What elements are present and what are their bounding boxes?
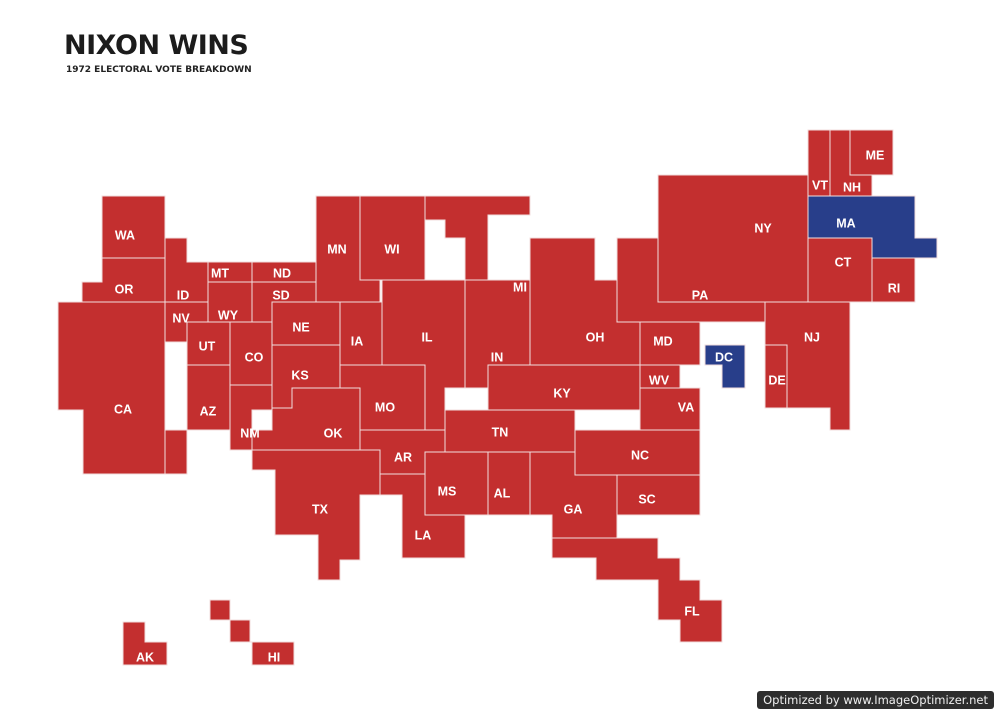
state-sc — [616, 474, 701, 516]
state-label-vt: VT — [812, 178, 828, 192]
state-label-md: MD — [653, 334, 672, 348]
state-label-ri: RI — [888, 281, 901, 295]
state-label-co: CO — [245, 350, 264, 364]
state-hi — [209, 599, 295, 666]
state-label-ne: NE — [292, 320, 309, 334]
state-ct — [807, 237, 873, 303]
state-label-ks: KS — [291, 368, 308, 382]
state-label-az: AZ — [200, 404, 217, 418]
state-wa — [101, 195, 166, 259]
state-ak — [122, 621, 168, 666]
state-label-il: IL — [421, 330, 432, 344]
state-shapes — [57, 129, 938, 666]
state-label-hi: HI — [268, 650, 281, 664]
state-mi — [424, 195, 531, 281]
state-label-ms: MS — [438, 484, 457, 498]
state-label-me: ME — [866, 148, 885, 162]
state-fl — [551, 537, 723, 643]
state-label-mn: MN — [327, 242, 346, 256]
state-label-tx: TX — [312, 502, 329, 516]
state-label-pa: PA — [692, 288, 708, 302]
state-label-wi: WI — [384, 242, 399, 256]
state-label-ny: NY — [754, 221, 772, 235]
state-label-sd: SD — [272, 288, 289, 302]
state-label-ar: AR — [394, 450, 412, 464]
state-label-mo: MO — [375, 400, 395, 414]
state-label-ia: IA — [351, 334, 364, 348]
state-label-sc: SC — [638, 492, 655, 506]
state-label-dc: DC — [715, 350, 733, 364]
state-label-ok: OK — [324, 426, 343, 440]
state-ca — [57, 301, 166, 475]
state-ri — [871, 257, 916, 303]
state-label-tn: TN — [492, 425, 509, 439]
state-ms — [424, 451, 489, 516]
state-label-va: VA — [678, 400, 694, 414]
state-label-nm: NM — [240, 426, 259, 440]
state-ny — [657, 174, 809, 303]
state-label-nv: NV — [172, 311, 190, 325]
state-label-ak: AK — [136, 650, 154, 664]
state-wi — [359, 195, 426, 281]
state-label-oh: OH — [586, 330, 605, 344]
state-label-la: LA — [415, 528, 432, 542]
state-label-mt: MT — [211, 266, 229, 280]
state-label-ky: KY — [553, 386, 571, 400]
state-me — [849, 129, 894, 176]
state-label-al: AL — [494, 486, 511, 500]
watermark: Optimized by www.ImageOptimizer.net — [757, 691, 994, 709]
state-az — [164, 364, 231, 475]
state-label-id: ID — [177, 288, 190, 302]
state-label-ca: CA — [114, 402, 132, 416]
state-labels: WA OR CA ID NV MT WY UT AZ CO NM ND SD NE KS OK TX MN IA MO… — [114, 148, 900, 664]
state-label-in: IN — [491, 350, 504, 364]
state-nj — [764, 301, 851, 431]
state-label-mi: MI — [513, 280, 527, 294]
state-label-ma: MA — [836, 216, 855, 230]
state-label-ga: GA — [564, 502, 583, 516]
map-subtitle: 1972 ELECTORAL VOTE BREAKDOWN — [66, 65, 252, 75]
state-label-ut: UT — [199, 339, 216, 353]
state-label-wy: WY — [218, 308, 239, 322]
state-label-de: DE — [768, 373, 785, 387]
state-label-nj: NJ — [804, 330, 820, 344]
state-label-fl: FL — [684, 604, 700, 618]
state-al — [487, 451, 531, 516]
state-label-wv: WV — [649, 373, 670, 387]
state-label-nh: NH — [843, 180, 861, 194]
map-title: NIXON WINS — [64, 30, 249, 61]
state-label-wa: WA — [115, 228, 135, 242]
state-dc — [704, 344, 746, 389]
state-label-nc: NC — [631, 448, 649, 462]
state-label-nd: ND — [273, 266, 291, 280]
state-label-or: OR — [115, 282, 134, 296]
state-label-ct: CT — [835, 255, 852, 269]
state-ma — [807, 195, 938, 259]
state-tn — [444, 409, 576, 453]
